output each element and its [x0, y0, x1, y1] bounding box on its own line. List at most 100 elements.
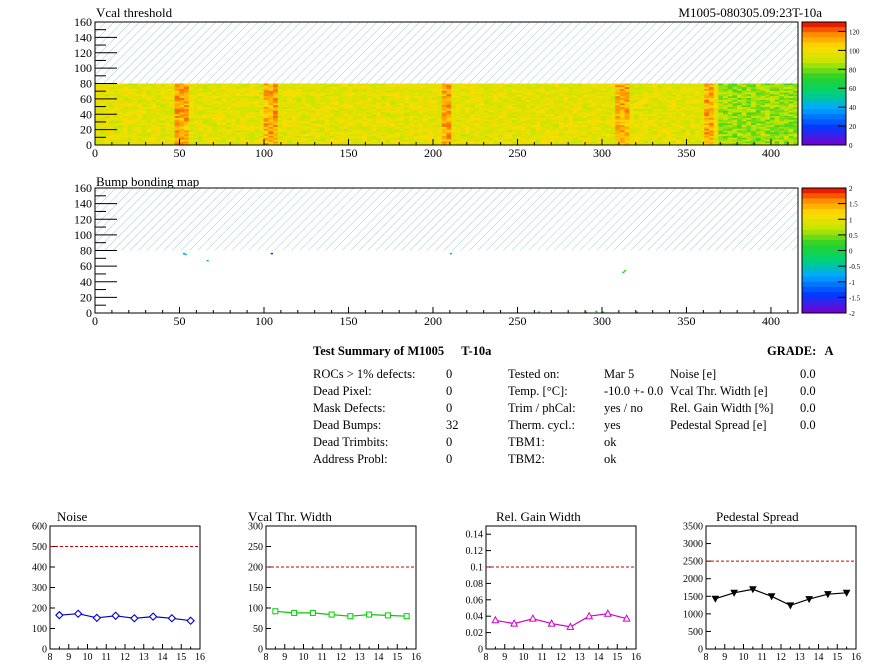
- threshold-cell: [104, 87, 110, 90]
- threshold-cell: [244, 116, 250, 119]
- threshold-cell: [301, 101, 307, 104]
- threshold-cell: [104, 123, 110, 126]
- threshold-cell: [277, 87, 283, 90]
- threshold-cell: [216, 103, 222, 106]
- threshold-cell: [596, 85, 602, 88]
- threshold-cell: [282, 128, 288, 131]
- threshold-cell: [540, 92, 546, 95]
- threshold-cell: [184, 94, 190, 97]
- threshold-cell: [465, 99, 471, 102]
- threshold-cell: [601, 139, 607, 142]
- threshold-cell: [530, 97, 536, 101]
- threshold-cell: [699, 141, 705, 144]
- threshold-cell: [605, 101, 611, 104]
- threshold-cell: [277, 83, 283, 86]
- threshold-cell: [615, 99, 621, 102]
- threshold-cell: [184, 103, 190, 106]
- threshold-cell: [437, 141, 443, 144]
- threshold-cell: [151, 121, 157, 124]
- threshold-cell: [718, 94, 724, 97]
- threshold-cell: [343, 101, 349, 104]
- threshold-cell: [723, 128, 728, 131]
- threshold-cell: [437, 139, 443, 142]
- threshold-cell: [737, 123, 743, 126]
- threshold-cell: [751, 119, 757, 122]
- threshold-cell: [558, 126, 564, 130]
- threshold-cell: [779, 134, 785, 137]
- threshold-cell: [371, 130, 377, 133]
- threshold-cell: [718, 132, 724, 135]
- threshold-cell: [666, 116, 672, 119]
- threshold-cell: [146, 126, 152, 130]
- threshold-cell: [305, 137, 311, 140]
- threshold-cell: [512, 121, 518, 124]
- threshold-cell: [151, 85, 157, 88]
- threshold-cell: [502, 128, 508, 131]
- threshold-cell: [277, 135, 283, 139]
- threshold-cell: [451, 119, 457, 122]
- threshold-cell: [371, 83, 377, 86]
- threshold-cell: [605, 116, 611, 119]
- threshold-cell: [404, 108, 410, 111]
- threshold-cell: [216, 128, 222, 131]
- threshold-cell: [362, 85, 368, 88]
- threshold-cell: [319, 92, 325, 95]
- threshold-cell: [732, 97, 738, 101]
- threshold-cell: [741, 128, 747, 131]
- threshold-cell: [451, 83, 457, 86]
- threshold-cell: [662, 107, 668, 110]
- threshold-cell: [502, 103, 508, 106]
- threshold-cell: [179, 97, 185, 101]
- threshold-cell: [113, 135, 119, 139]
- threshold-cell: [202, 139, 208, 142]
- threshold-cell: [179, 114, 185, 117]
- threshold-cell: [577, 88, 583, 92]
- threshold-cell: [704, 94, 710, 97]
- threshold-cell: [455, 117, 461, 120]
- threshold-cell: [319, 116, 325, 119]
- threshold-cell: [554, 97, 560, 101]
- threshold-cell: [441, 121, 447, 124]
- threshold-cell: [165, 101, 171, 104]
- threshold-cell: [488, 123, 494, 126]
- threshold-cell: [479, 108, 485, 111]
- threshold-cell: [662, 121, 668, 124]
- threshold-cell: [601, 121, 607, 124]
- threshold-cell: [188, 126, 194, 130]
- threshold-cell: [277, 85, 283, 88]
- threshold-cell: [305, 83, 311, 86]
- threshold-cell: [249, 97, 255, 101]
- threshold-cell: [287, 85, 293, 88]
- threshold-cell: [549, 97, 555, 101]
- threshold-cell: [591, 132, 597, 135]
- threshold-cell: [573, 135, 579, 139]
- threshold-cell: [746, 108, 752, 111]
- threshold-cell: [418, 108, 424, 111]
- threshold-cell: [741, 121, 747, 124]
- threshold-cell: [643, 90, 649, 93]
- threshold-cell: [109, 137, 115, 140]
- threshold-cell: [409, 143, 414, 146]
- threshold-cell: [540, 88, 546, 92]
- threshold-cell: [418, 92, 424, 95]
- threshold-cell: [483, 90, 489, 93]
- threshold-cell: [554, 103, 560, 106]
- threshold-cell: [226, 105, 232, 108]
- threshold-cell: [704, 135, 710, 139]
- threshold-cell: [259, 94, 265, 97]
- threshold-cell: [146, 101, 152, 104]
- threshold-cell: [704, 123, 710, 126]
- threshold-cell: [277, 99, 283, 102]
- threshold-cell: [343, 83, 349, 86]
- threshold-cell: [338, 108, 344, 111]
- threshold-cell: [746, 123, 752, 126]
- threshold-cell: [685, 90, 691, 93]
- threshold-cell: [765, 108, 771, 111]
- threshold-cell: [202, 112, 208, 115]
- threshold-cell: [699, 132, 705, 135]
- threshold-cell: [315, 99, 321, 102]
- threshold-cell: [755, 107, 761, 110]
- threshold-cell: [380, 108, 386, 111]
- threshold-cell: [723, 96, 728, 99]
- threshold-cell: [319, 117, 325, 120]
